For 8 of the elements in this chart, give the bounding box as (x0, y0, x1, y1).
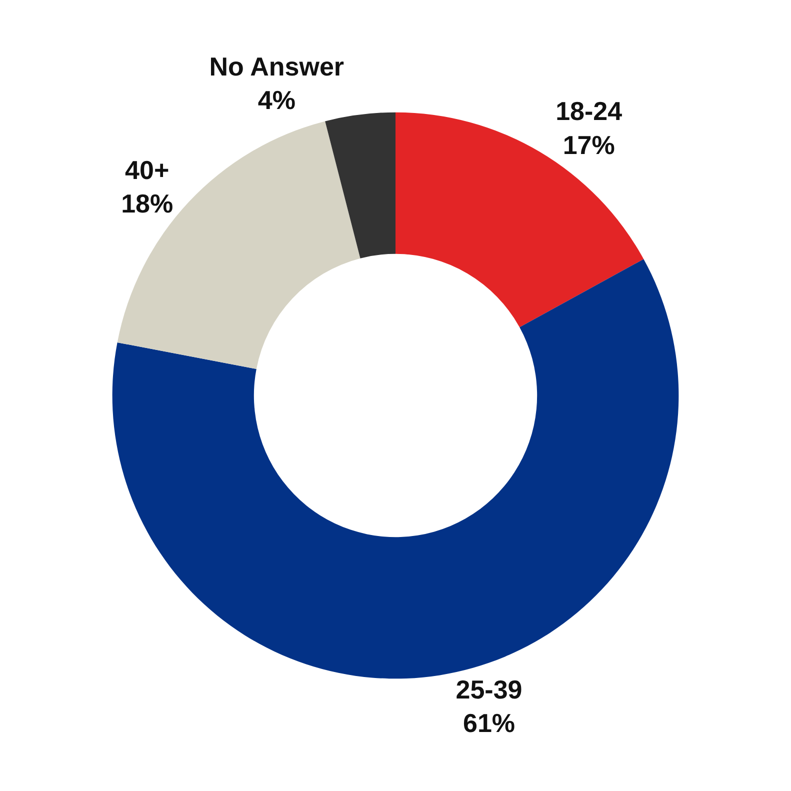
data-label: 17% (562, 130, 615, 160)
data-label: 61% (462, 708, 516, 738)
slice-label: 18-24 (556, 96, 623, 126)
slice-label: No Answer (209, 51, 344, 82)
data-label: 18% (121, 188, 174, 219)
data-label: 4% (258, 85, 296, 116)
slice-label: 25-39 (456, 674, 522, 704)
slice-label: 40+ (125, 154, 170, 185)
